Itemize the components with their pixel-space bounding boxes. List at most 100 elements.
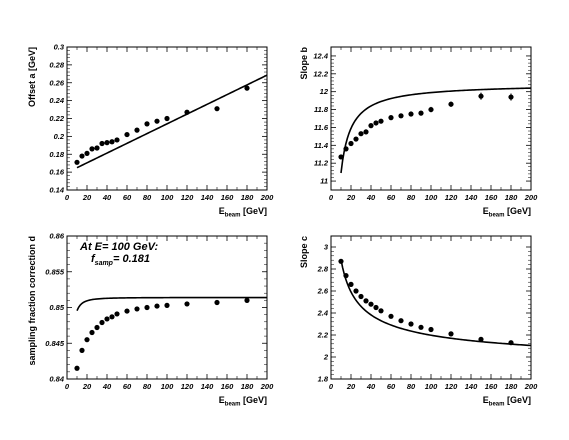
x-tick-label: 80 [407, 193, 416, 202]
data-point [84, 337, 90, 343]
data-point [164, 302, 170, 308]
y-tick-label: 0.18 [49, 150, 64, 159]
data-point [448, 101, 454, 107]
data-point [124, 308, 130, 314]
data-point [214, 106, 220, 112]
chart-panel-3: 0 20 40 60 80 100 120 140 160 180 200 0.84 0.845 0.85… [27, 232, 274, 408]
x-tick-label: 120 [181, 193, 194, 202]
data-point [79, 347, 85, 353]
data-point [508, 94, 514, 100]
x-tick-label: 120 [445, 382, 458, 391]
annotation-fsamp: fsamp= 0.181 [91, 253, 150, 267]
y-tick-label: 11 [320, 177, 328, 186]
x-tick-label: 140 [465, 382, 478, 391]
x-tick-label: 0 [329, 382, 334, 391]
x-tick-label: 200 [260, 382, 274, 391]
x-tick-label: 140 [201, 382, 214, 391]
x-tick-label: 20 [346, 382, 356, 391]
x-axis-label: Ebeam [GeV] [483, 206, 531, 219]
data-point [368, 123, 374, 129]
data-point [164, 115, 170, 122]
x-tick-label: 160 [485, 382, 498, 391]
fit-curve [76, 296, 267, 312]
x-tick-label: 80 [143, 193, 152, 202]
data-point [398, 318, 404, 324]
x-tick-label: 100 [425, 382, 438, 391]
x-tick-label: 40 [366, 382, 376, 391]
x-tick-label: 60 [123, 382, 132, 391]
fit-curve [340, 87, 532, 174]
y-tick-label: 0.3 [54, 43, 65, 52]
x-axis-label: Ebeam [GeV] [483, 395, 531, 408]
data-point [89, 329, 95, 336]
fit-curve [340, 259, 532, 347]
data-point [378, 308, 384, 314]
x-tick-label: 60 [123, 193, 132, 202]
x-tick-label: 20 [346, 193, 356, 202]
y-tick-label: 0.14 [49, 186, 64, 195]
data-point [104, 140, 110, 146]
y-tick-label: 11.8 [314, 105, 329, 114]
y-axis-label: sampling fraction correction d [27, 236, 37, 366]
data-point [363, 298, 369, 304]
x-tick-label: 180 [505, 382, 518, 391]
data-point [338, 258, 344, 264]
data-point [398, 113, 404, 119]
x-tick-label: 80 [143, 382, 152, 391]
x-axis-label: Ebeam [GeV] [219, 206, 267, 219]
x-tick-label: 80 [407, 382, 416, 391]
y-tick-label: 3 [324, 243, 329, 252]
x-tick-label: 0 [329, 193, 334, 202]
data-point [343, 273, 349, 279]
data-point [388, 115, 394, 121]
y-tick-label: 12.4 [313, 51, 328, 60]
x-tick-label: 40 [366, 193, 376, 202]
x-tick-label: 140 [465, 193, 478, 202]
data-point [358, 293, 364, 300]
data-point [154, 118, 160, 124]
y-tick-label: 2.4 [317, 309, 329, 318]
data-point [79, 153, 85, 159]
y-tick-label: 0.845 [45, 339, 65, 348]
y-axis-label: Slope c [299, 236, 309, 268]
data-point [99, 319, 105, 326]
y-tick-label: 1.8 [318, 375, 329, 384]
y-tick-label: 0.26 [49, 78, 64, 87]
x-tick-label: 200 [260, 193, 274, 202]
chart-panel-4: 0 20 40 60 80 100 120 140 160 180 200 1.8 2 2.2 2.4 2.6… [299, 235, 538, 408]
y-tick-label: 0.86 [49, 232, 64, 241]
y-tick-label: 2.2 [317, 331, 329, 340]
data-point [94, 324, 100, 331]
y-tick-label: 0.855 [45, 267, 65, 276]
y-tick-label: 11.6 [314, 123, 329, 132]
data-point [244, 297, 250, 303]
data-point [74, 365, 80, 371]
y-axis-label: Slope b [299, 47, 309, 80]
y-tick-label: 0.28 [49, 60, 64, 69]
data-point [478, 336, 484, 342]
x-tick-label: 0 [65, 382, 70, 391]
data-point [388, 313, 394, 319]
x-tick-label: 40 [102, 382, 112, 391]
x-tick-label: 60 [387, 382, 396, 391]
x-tick-label: 200 [524, 382, 538, 391]
y-tick-label: 11.2 [314, 159, 329, 168]
y-tick-label: 12 [320, 87, 329, 96]
data-point [89, 146, 95, 152]
data-point [144, 304, 150, 311]
x-tick-label: 160 [485, 193, 498, 202]
x-tick-label: 40 [102, 193, 112, 202]
data-point [418, 324, 424, 330]
data-point [408, 111, 414, 117]
y-tick-label: 0.24 [49, 96, 64, 105]
data-point [418, 110, 424, 116]
data-point [99, 140, 105, 147]
x-tick-label: 60 [387, 193, 396, 202]
x-tick-label: 180 [505, 193, 518, 202]
data-point [134, 306, 140, 312]
data-point [184, 301, 190, 307]
y-tick-label: 2 [323, 353, 329, 362]
data-point [109, 314, 115, 320]
fit-curve [76, 74, 268, 169]
